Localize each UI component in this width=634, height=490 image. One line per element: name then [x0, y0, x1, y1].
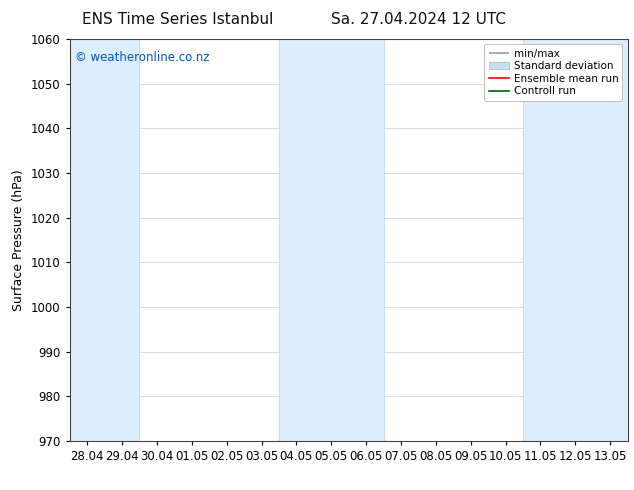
Y-axis label: Surface Pressure (hPa): Surface Pressure (hPa) [13, 169, 25, 311]
Text: ENS Time Series Istanbul: ENS Time Series Istanbul [82, 12, 273, 27]
Text: Sa. 27.04.2024 12 UTC: Sa. 27.04.2024 12 UTC [331, 12, 506, 27]
Legend: min/max, Standard deviation, Ensemble mean run, Controll run: min/max, Standard deviation, Ensemble me… [484, 45, 623, 100]
Bar [279, 39, 384, 441]
Bar [523, 39, 628, 441]
Bar [70, 39, 139, 441]
Text: © weatheronline.co.nz: © weatheronline.co.nz [75, 51, 210, 64]
